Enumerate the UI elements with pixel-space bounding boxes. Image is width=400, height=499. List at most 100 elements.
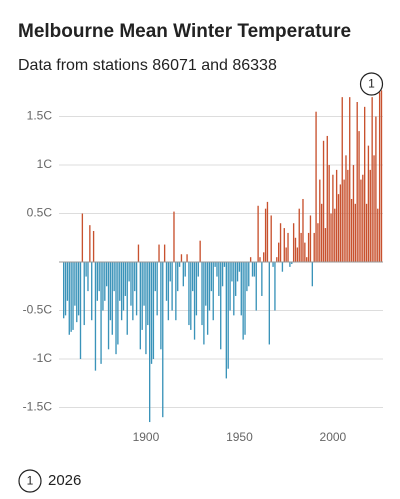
bar <box>221 262 224 287</box>
bar <box>205 262 207 306</box>
bar <box>89 225 91 263</box>
bar <box>171 262 173 311</box>
bar <box>149 262 151 423</box>
bar <box>283 228 285 263</box>
bar <box>354 203 357 263</box>
bar <box>150 262 153 364</box>
bar <box>188 262 190 326</box>
bar <box>193 262 196 340</box>
bar <box>64 262 67 316</box>
bar <box>225 262 228 379</box>
bar <box>100 262 102 364</box>
bar <box>218 262 220 296</box>
bar <box>206 262 209 335</box>
bar <box>184 262 186 277</box>
bar <box>195 262 198 316</box>
bar <box>377 208 379 263</box>
bar <box>332 174 334 263</box>
bar <box>130 262 132 306</box>
x-tick-label: 2000 <box>320 430 347 444</box>
x-tick-label: 1900 <box>133 430 160 444</box>
bar <box>165 262 168 301</box>
bar <box>287 232 289 263</box>
bar <box>72 262 74 330</box>
bar <box>307 232 310 263</box>
bar <box>263 252 265 263</box>
bar <box>197 262 199 277</box>
bar <box>255 262 257 311</box>
bar <box>311 262 314 287</box>
bar <box>292 223 295 263</box>
bar <box>322 140 325 263</box>
bar <box>208 262 211 311</box>
bar <box>120 262 123 321</box>
bar <box>169 262 171 282</box>
bar <box>248 262 250 287</box>
bar <box>167 262 170 321</box>
bar <box>178 262 181 267</box>
bar <box>246 262 248 292</box>
bar <box>227 262 229 369</box>
bar <box>126 262 128 335</box>
y-tick-label: -0.5C <box>23 303 53 317</box>
bar <box>240 262 242 316</box>
bar <box>154 262 156 292</box>
bar <box>212 262 214 321</box>
bar <box>124 262 127 296</box>
bar <box>132 262 134 321</box>
bar <box>306 257 308 263</box>
bar <box>324 228 327 263</box>
bar <box>139 262 142 350</box>
bar <box>350 198 353 263</box>
bar <box>83 262 85 326</box>
bar <box>68 262 70 335</box>
footnote-marker <box>18 469 42 493</box>
bar <box>380 90 383 263</box>
bar <box>302 198 304 263</box>
bar <box>102 262 104 311</box>
bar <box>371 97 373 263</box>
bar <box>296 247 299 263</box>
bar <box>278 242 280 263</box>
bar <box>94 262 97 371</box>
bar <box>347 169 349 263</box>
bar <box>343 179 345 263</box>
bar <box>70 262 72 332</box>
bar <box>253 262 256 277</box>
bar <box>259 257 261 263</box>
bar <box>117 262 119 345</box>
y-tick-label: -1C <box>33 351 53 365</box>
bar <box>289 262 291 267</box>
bar <box>330 213 332 263</box>
bar <box>328 165 330 263</box>
bar <box>210 262 213 292</box>
bar <box>96 262 98 301</box>
bar <box>203 262 205 345</box>
bar <box>92 230 95 263</box>
bar <box>270 215 272 263</box>
bar <box>335 169 338 263</box>
bar <box>158 244 160 263</box>
bar <box>341 97 343 263</box>
bar <box>349 97 351 263</box>
bar <box>115 262 117 355</box>
bar <box>261 262 263 296</box>
bar <box>160 262 162 350</box>
bar <box>375 116 377 263</box>
bar <box>137 244 140 263</box>
bar <box>104 262 106 301</box>
bar <box>251 262 254 277</box>
bar <box>304 242 306 263</box>
bar <box>236 262 239 282</box>
bar <box>63 262 65 319</box>
bar <box>285 247 287 263</box>
bar <box>362 174 364 263</box>
bar <box>326 135 328 263</box>
bar <box>264 208 267 263</box>
y-tick-label: 1.5C <box>27 109 53 123</box>
bar <box>266 201 269 263</box>
annotation-marker <box>359 72 384 96</box>
bar <box>216 262 218 277</box>
bar <box>106 262 108 287</box>
bar <box>87 262 89 292</box>
